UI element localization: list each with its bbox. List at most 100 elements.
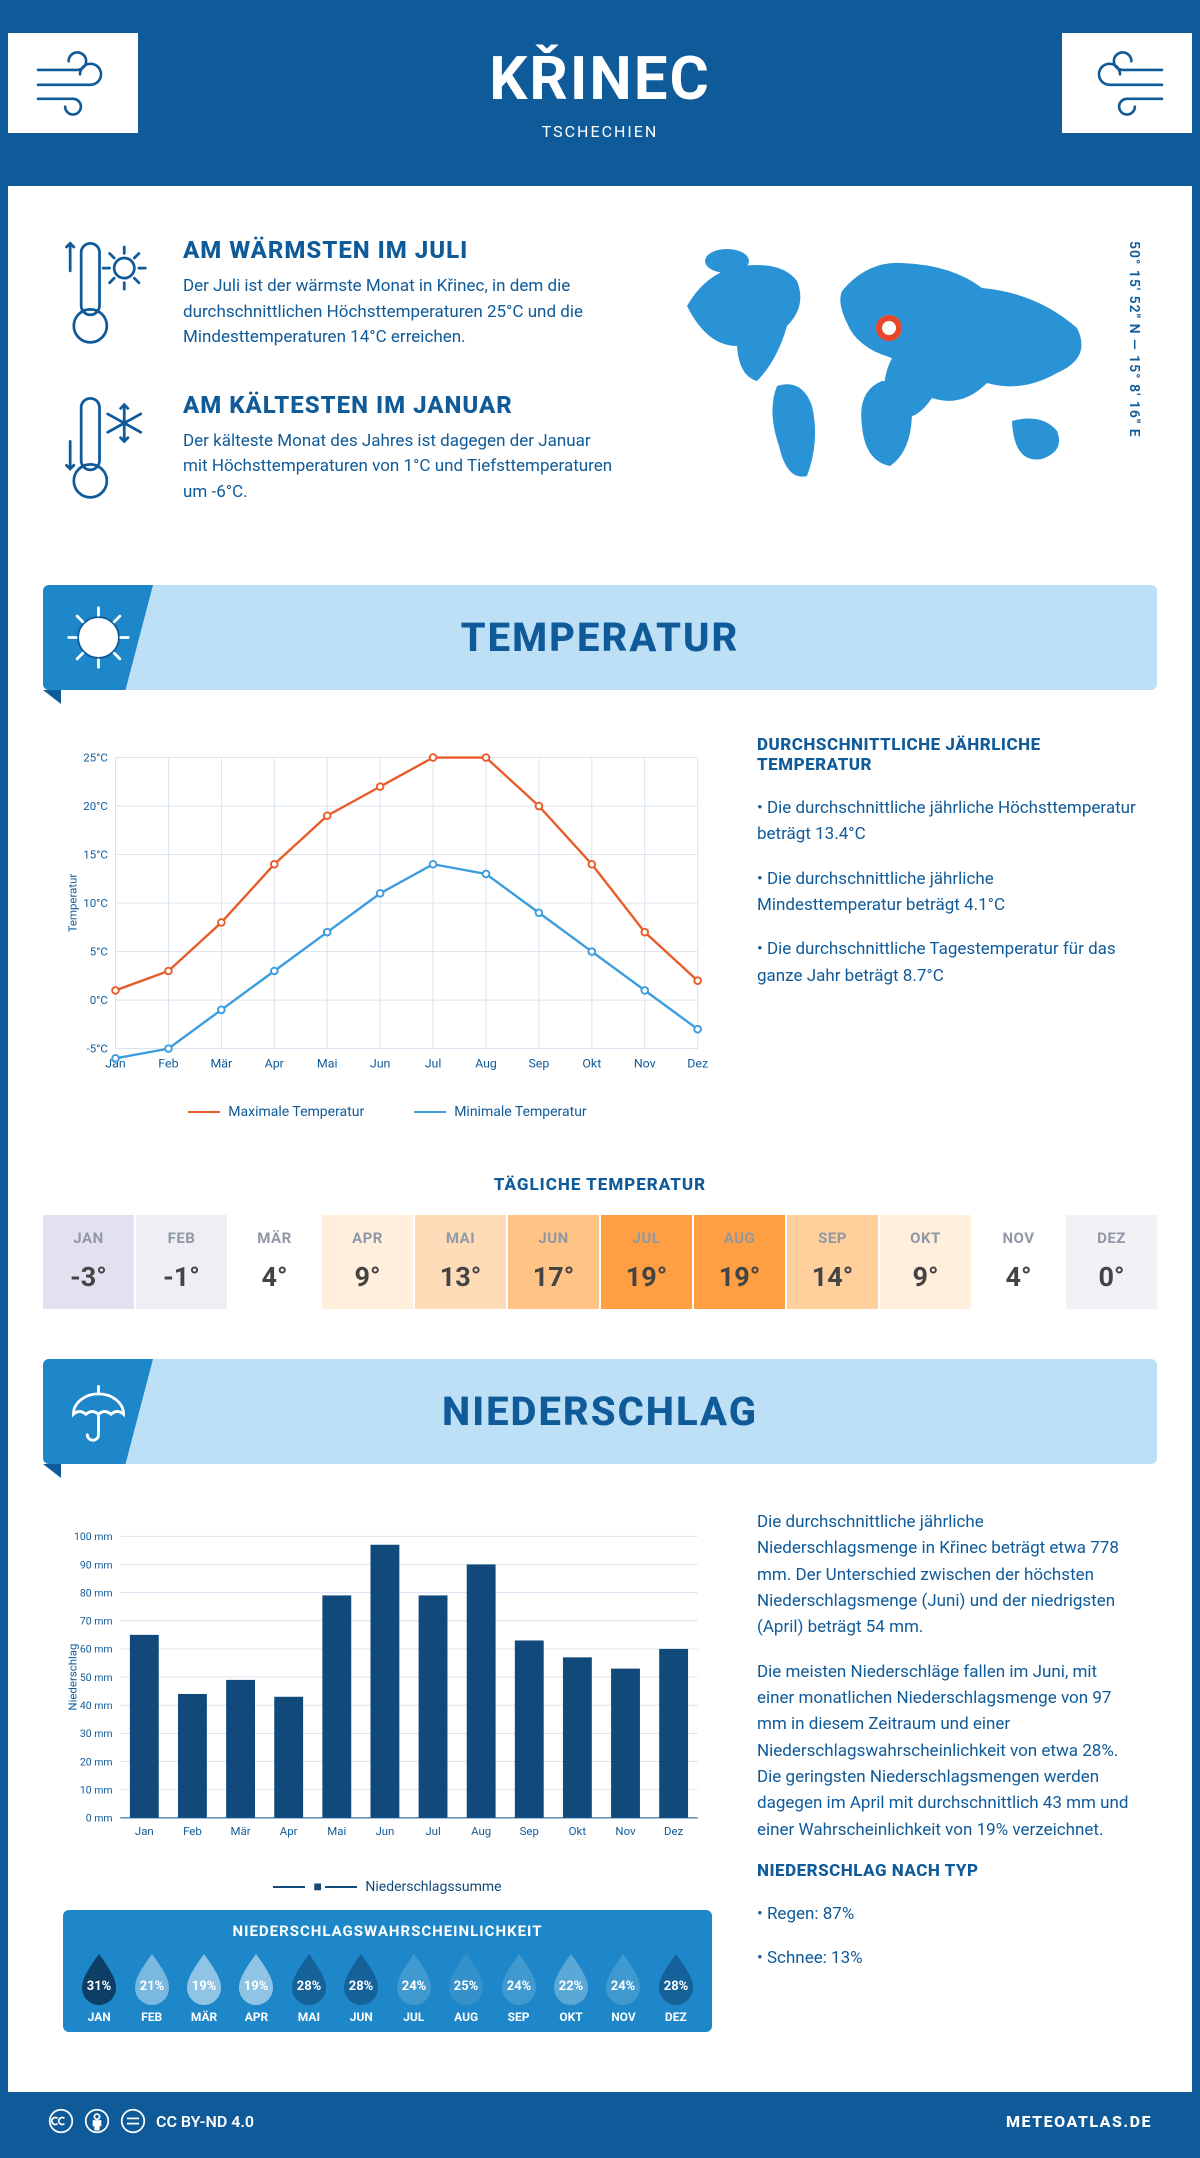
svg-text:Mär: Mär [210,1057,233,1072]
probability-title: NIEDERSCHLAGSWAHRSCHEINLICHKEIT [73,1922,702,1940]
temperature-section: -5°C0°C5°C10°C15°C20°C25°CJanFebMärAprMa… [8,690,1192,1150]
svg-text:Jul: Jul [425,1824,440,1838]
temperature-chart: -5°C0°C5°C10°C15°C20°C25°CJanFebMärAprMa… [63,735,712,1120]
summary-title: NIEDERSCHLAG NACH TYP [757,1861,1137,1881]
probability-drop: 24%SEP [492,1950,544,2024]
summary-item: • Die durchschnittliche jährliche Höchst… [757,795,1137,848]
brand: METEOATLAS.DE [1006,2112,1152,2131]
precipitation-banner: NIEDERSCHLAG [43,1359,1157,1464]
svg-text:Mai: Mai [327,1824,346,1838]
precipitation-section: 0 mm10 mm20 mm30 mm40 mm50 mm60 mm70 mm8… [8,1464,1192,2062]
warmest-fact: AM WÄRMSTEN IM JULI Der Juli ist der wär… [63,236,627,351]
svg-text:100 mm: 100 mm [74,1530,113,1543]
svg-text:19%: 19% [244,1979,269,1994]
svg-text:Sep: Sep [520,1824,539,1838]
svg-text:24%: 24% [506,1979,531,1994]
precipitation-chart: 0 mm10 mm20 mm30 mm40 mm50 mm60 mm70 mm8… [63,1509,712,1895]
sun-icon [43,585,153,690]
summary-item: • Regen: 87% [757,1901,1137,1927]
svg-text:Dez: Dez [664,1824,684,1838]
world-map: 50° 15' 52" N — 15° 8' 16" E [667,236,1137,545]
month-cell: FEB-1° [136,1215,229,1309]
temperature-banner: TEMPERATUR [43,585,1157,690]
umbrella-icon [43,1359,153,1464]
summary-item: • Die durchschnittliche jährliche Mindes… [757,866,1137,919]
month-cell: JAN-3° [43,1215,136,1309]
wind-icon [8,33,138,133]
warmest-title: AM WÄRMSTEN IM JULI [183,236,613,264]
header: KŘINEC TSCHECHIEN [8,8,1192,186]
svg-text:5°C: 5°C [90,944,108,958]
svg-text:Mai: Mai [317,1057,338,1072]
section-title: TEMPERATUR [461,614,740,661]
section-title: NIEDERSCHLAG [442,1388,758,1435]
wind-icon [1062,33,1192,133]
coordinates-label: 50° 15' 52" N — 15° 8' 16" E [1126,241,1142,438]
svg-text:28%: 28% [664,1979,689,1994]
svg-text:20 mm: 20 mm [80,1755,113,1768]
page-title: KŘINEC [489,43,710,114]
svg-text:Niederschlag: Niederschlag [65,1644,79,1711]
month-cell: OKT9° [880,1215,973,1309]
probability-drop: 24%JUL [388,1950,440,2024]
daily-temp-title: TÄGLICHE TEMPERATUR [8,1175,1192,1195]
svg-text:25%: 25% [454,1979,479,1994]
svg-text:Feb: Feb [158,1057,178,1072]
month-cell: MAI13° [415,1215,508,1309]
svg-text:Jun: Jun [370,1057,391,1072]
svg-text:Nov: Nov [615,1824,636,1838]
svg-text:90 mm: 90 mm [80,1558,113,1571]
svg-text:28%: 28% [349,1979,374,1994]
svg-text:31%: 31% [87,1979,112,1994]
svg-text:0°C: 0°C [90,993,108,1007]
svg-text:24%: 24% [611,1979,636,1994]
month-cell: MÄR4° [229,1215,322,1309]
precipitation-summary: Die durchschnittliche jährliche Niedersc… [757,1509,1137,2032]
svg-text:80 mm: 80 mm [80,1586,113,1599]
probability-drop: 28%DEZ [650,1950,702,2024]
svg-text:10°C: 10°C [83,896,108,910]
probability-drop: 31%JAN [73,1950,125,2024]
svg-text:Apr: Apr [265,1057,285,1072]
svg-text:0 mm: 0 mm [86,1812,113,1825]
svg-text:Sep: Sep [528,1057,549,1072]
probability-drop: 28%MAI [283,1950,335,2024]
svg-text:Okt: Okt [582,1057,601,1072]
svg-text:-5°C: -5°C [87,1041,108,1055]
svg-text:40 mm: 40 mm [80,1699,113,1712]
license-text: CC BY-ND 4.0 [156,2112,254,2131]
infographic-page: KŘINEC TSCHECHIEN AM WÄRMSTEN IM JULI De… [0,0,1200,2158]
probability-drop: 19%APR [230,1950,282,2024]
legend-precip: ■ Niederschlagssumme [273,1878,501,1895]
svg-text:10 mm: 10 mm [80,1784,113,1797]
svg-text:Okt: Okt [569,1824,587,1838]
svg-text:Dez: Dez [687,1057,708,1072]
precipitation-probability: NIEDERSCHLAGSWAHRSCHEINLICHKEIT 31%JAN21… [63,1910,712,2032]
month-cell: JUN17° [508,1215,601,1309]
svg-text:30 mm: 30 mm [80,1727,113,1740]
svg-text:21%: 21% [139,1979,164,1994]
probability-drop: 21%FEB [125,1950,177,2024]
probability-drop: 24%NOV [597,1950,649,2024]
month-cell: JUL19° [601,1215,694,1309]
svg-text:Jun: Jun [375,1824,394,1838]
probability-drop: 22%OKT [545,1950,597,2024]
svg-text:Feb: Feb [183,1824,202,1838]
svg-text:60 mm: 60 mm [80,1643,113,1656]
svg-text:Nov: Nov [634,1057,656,1072]
summary-item: • Schnee: 13% [757,1945,1137,1971]
probability-drop: 25%AUG [440,1950,492,2024]
month-cell: APR9° [322,1215,415,1309]
month-cell: DEZ0° [1066,1215,1157,1309]
summary-text: Die meisten Niederschläge fallen im Juni… [757,1659,1137,1843]
page-subtitle: TSCHECHIEN [489,122,710,141]
coldest-text: Der kälteste Monat des Jahres ist dagege… [183,429,613,506]
probability-drop: 19%MÄR [178,1950,230,2024]
legend-min: Minimale Temperatur [414,1104,586,1120]
summary-text: Die durchschnittliche jährliche Niedersc… [757,1509,1137,1641]
temperature-summary: DURCHSCHNITTLICHE JÄHRLICHE TEMPERATUR •… [757,735,1137,1120]
thermometer-hot-icon [63,236,158,351]
svg-text:25°C: 25°C [83,750,108,764]
intro-section: AM WÄRMSTEN IM JULI Der Juli ist der wär… [8,186,1192,585]
svg-text:Aug: Aug [471,1824,491,1838]
